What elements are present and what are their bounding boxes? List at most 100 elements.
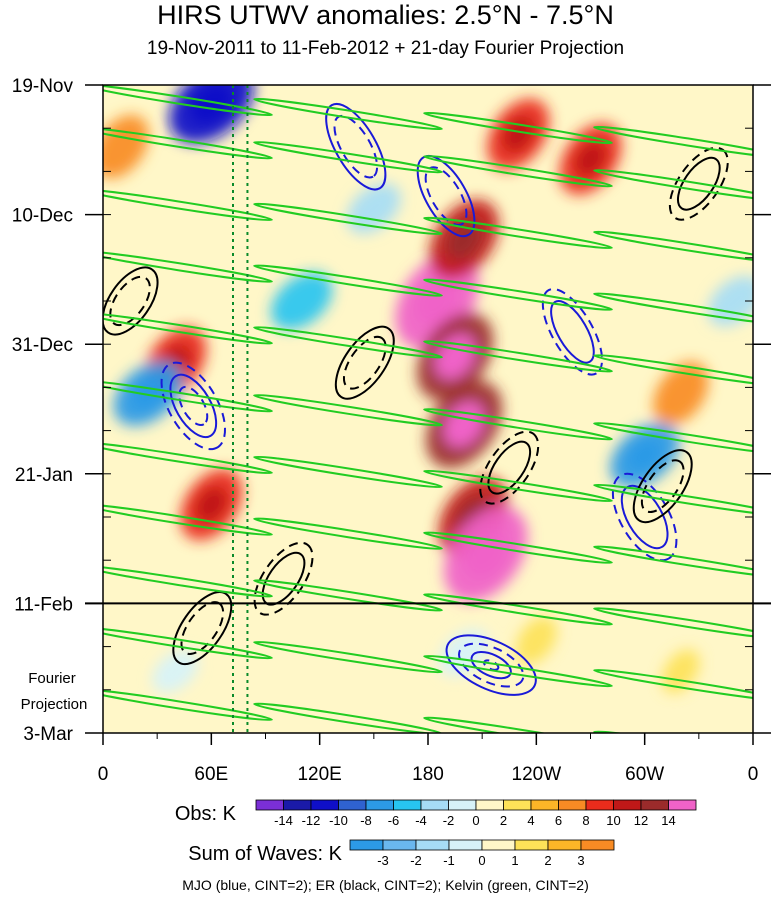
obs-colorbar-swatch (585, 799, 614, 811)
obs-colorbar-swatch (310, 799, 339, 811)
obs-colorbar-label: Obs: K (175, 803, 237, 825)
anomaly-blob-core (463, 529, 508, 579)
x-tick-label: 180 (412, 764, 444, 785)
anomaly-blob (515, 616, 557, 665)
er-contour (334, 325, 395, 400)
kelvin-contour (253, 264, 443, 297)
obs-colorbar-swatch (503, 799, 532, 811)
obs-colorbar-tick: -6 (388, 813, 400, 828)
kelvin-contour (103, 380, 273, 413)
obs-colorbar-tick: 14 (661, 813, 675, 828)
kelvin-contour (103, 126, 273, 160)
mjo-contour (550, 300, 595, 364)
wave-contours (103, 85, 753, 733)
kelvin-contour (593, 354, 753, 387)
kelvin-contour (593, 545, 753, 578)
anomaly-blob (270, 272, 333, 330)
kelvin-contour (423, 408, 613, 441)
kelvin-contour (423, 340, 613, 373)
kelvin-contour (103, 565, 273, 598)
kelvin-contour (423, 654, 613, 688)
x-tick-label: 60W (625, 764, 664, 785)
obs-colorbar-tick: -4 (415, 813, 427, 828)
obs-colorbar-swatch (255, 799, 284, 811)
projection-label-line1: Fourier (28, 670, 76, 687)
kelvin-contour (423, 278, 613, 311)
kelvin-contour (593, 483, 753, 517)
obs-colorbar-tick: 2 (500, 813, 507, 828)
er-contour (103, 266, 159, 336)
kelvin-contour (103, 626, 273, 660)
er-contour (479, 430, 540, 505)
x-axis-labels: 0 60E 120E 180 120W 60W 0 (98, 764, 759, 785)
er-contour (172, 591, 233, 666)
chart-title: HIRS UTWV anomalies: 2.5°N - 7.5°N (157, 0, 614, 30)
y-tick-label: 19-Nov (12, 76, 74, 97)
er-contour (109, 275, 151, 327)
anomaly-blob-core (189, 85, 234, 125)
anomaly-blob-core (626, 438, 663, 473)
kelvin-contour (103, 503, 273, 536)
obs-colorbar-tick: 10 (606, 813, 620, 828)
anomaly-blob-core (574, 140, 607, 178)
obs-colorbar-swatch (613, 799, 642, 811)
waves-colorbar-swatch (580, 839, 615, 851)
kelvin-contour (103, 250, 273, 283)
kelvin-contour (593, 230, 753, 264)
waves-colorbar-label: Sum of Waves: K (188, 843, 342, 865)
waves-colorbar-swatch (514, 839, 549, 851)
mjo-contour (541, 288, 604, 376)
kelvin-contour (103, 688, 273, 722)
obs-colorbar-tick: -2 (443, 813, 455, 828)
kelvin-contour (253, 579, 443, 612)
kelvin-contour (253, 517, 443, 550)
kelvin-contour (253, 97, 443, 131)
kelvin-contour (253, 394, 443, 427)
obs-colorbar-tick: 8 (582, 813, 589, 828)
kelvin-contour (253, 140, 443, 174)
obs-colorbar-tick: -8 (360, 813, 372, 828)
kelvin-contour (253, 326, 443, 359)
mjo-contour (325, 102, 387, 191)
plot-axes (85, 84, 771, 745)
obs-colorbar-tick: 6 (555, 813, 562, 828)
kelvin-contour (253, 640, 443, 674)
y-tick-label: 11-Feb (14, 594, 73, 615)
kelvin-contour (593, 607, 753, 640)
reference-lines (232, 85, 249, 733)
x-tick-label: 0 (748, 764, 759, 785)
kelvin-contour (423, 154, 613, 188)
obs-colorbar-swatch (393, 799, 422, 811)
er-contour (342, 335, 387, 390)
heatmap-blobs (103, 85, 753, 694)
y-tick-label: 3-Mar (23, 724, 73, 745)
kelvin-contour (253, 702, 443, 733)
kelvin-contour (593, 422, 753, 455)
obs-colorbar-swatch (475, 799, 504, 811)
y-tick-label: 31-Dec (12, 335, 73, 356)
obs-colorbar-swatch (365, 799, 394, 811)
obs-colorbar-tick: 4 (527, 813, 534, 828)
kelvin-contour (593, 292, 753, 325)
er-contour (487, 440, 532, 495)
er-contour (668, 146, 729, 221)
waves-colorbar-tick: -2 (410, 853, 422, 868)
waves-colorbar-tick: 2 (544, 853, 551, 868)
y-tick-label: 21-Jan (15, 465, 73, 486)
obs-colorbar-swatch (448, 799, 477, 811)
chart-subtitle: 19-Nov-2011 to 11-Feb-2012 + 21-day Four… (146, 38, 625, 59)
kelvin-contour (103, 441, 273, 475)
obs-colorbar-swatch (283, 799, 312, 811)
mjo-contour (416, 155, 476, 238)
obs-colorbar-tick: 12 (634, 813, 648, 828)
waves-colorbar-tick: 3 (577, 853, 584, 868)
anomaly-blob-core (415, 276, 459, 326)
anomaly-blob (653, 361, 709, 426)
kelvin-contour (423, 111, 613, 145)
waves-colorbar-tick: 0 (478, 853, 485, 868)
obs-colorbar-swatch (338, 799, 367, 811)
er-contour (632, 449, 693, 524)
obs-colorbar-swatch (530, 799, 559, 811)
projection-label-line2: Projection (21, 696, 88, 713)
